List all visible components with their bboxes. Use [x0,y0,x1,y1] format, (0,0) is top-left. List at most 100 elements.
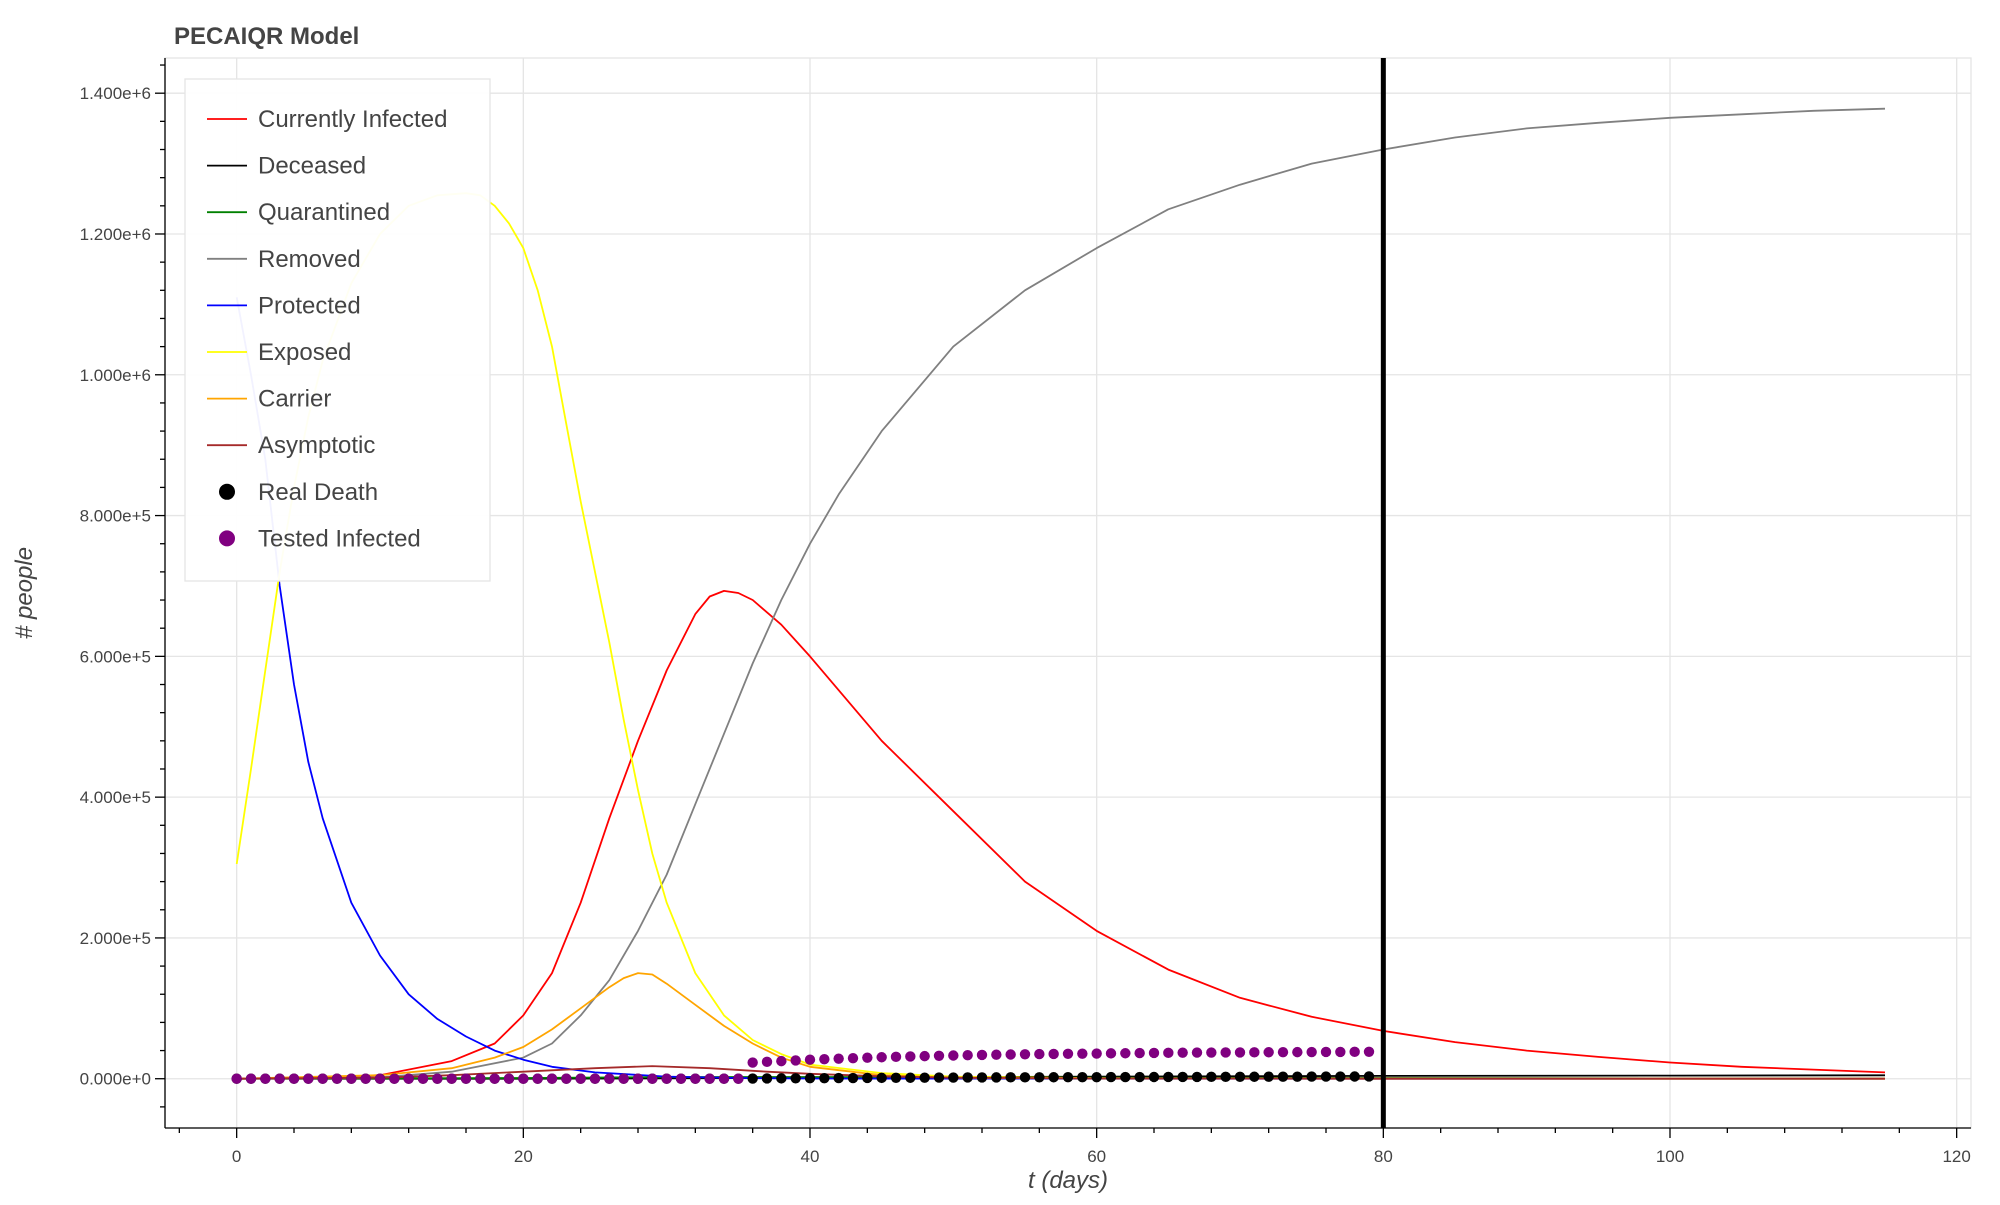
point-real-death [948,1072,959,1083]
point-tested-infected [1019,1049,1031,1060]
point-real-death [1249,1071,1260,1082]
point-tested-infected [661,1073,672,1084]
point-tested-infected [532,1073,543,1084]
point-tested-infected [489,1073,500,1084]
point-tested-infected [374,1073,386,1084]
point-tested-infected [1234,1047,1246,1058]
point-tested-infected [1105,1048,1117,1059]
series-line-carrier [236,972,1885,1080]
point-real-death [1349,1071,1360,1082]
point-tested-infected [905,1051,916,1062]
point-tested-infected [1320,1046,1332,1058]
y-tick-label: 2.000e+5 [80,929,151,948]
point-tested-infected [632,1073,644,1084]
point-real-death [976,1072,988,1083]
point-tested-infected [1177,1047,1188,1058]
point-real-death [1363,1071,1375,1082]
point-real-death [1177,1071,1188,1083]
point-tested-infected [690,1073,701,1084]
point-tested-infected [1349,1046,1360,1058]
legend-item-protected: Protected [207,292,361,319]
point-tested-infected [919,1050,930,1062]
point-real-death [1077,1071,1088,1083]
point-tested-infected [933,1050,945,1061]
series-line-removed [236,107,1886,1080]
point-tested-infected [1206,1047,1217,1058]
point-tested-infected [804,1054,816,1065]
point-real-death [919,1072,930,1083]
point-tested-infected [962,1050,973,1061]
point-tested-infected [976,1049,988,1061]
point-real-death [1220,1071,1231,1083]
point-real-death [1191,1071,1203,1083]
point-tested-infected [1191,1047,1203,1058]
point-tested-infected [274,1073,285,1084]
point-real-death [833,1072,844,1084]
point-real-death [1292,1071,1303,1082]
point-tested-infected [432,1073,443,1084]
point-tested-infected [503,1073,515,1084]
point-tested-infected [303,1073,314,1084]
point-real-death [933,1072,945,1083]
point-tested-infected [876,1052,887,1063]
legend-label: Deceased [258,153,366,180]
point-real-death [1062,1072,1074,1083]
point-real-death [1019,1072,1031,1083]
point-tested-infected [1148,1047,1160,1059]
point-tested-infected [1277,1046,1289,1058]
point-tested-infected [360,1073,371,1084]
point-tested-infected [761,1056,773,1068]
x-tick-label: 80 [1374,1147,1393,1166]
legend-item-tested-infected: Tested Infected [219,525,421,552]
x-tick-label: 20 [514,1147,533,1166]
point-tested-infected [747,1057,758,1068]
point-tested-infected [1120,1048,1131,1059]
point-real-death [1105,1071,1117,1083]
point-tested-infected [991,1049,1002,1060]
legend-swatch [219,530,235,547]
point-tested-infected [1249,1047,1260,1058]
point-real-death [962,1072,973,1083]
point-tested-infected [1306,1046,1317,1058]
legend-label: Protected [258,292,361,319]
legend-item-currently-infected: Currently Infected [207,106,447,133]
chart-title: PECAIQR Model [174,23,359,50]
point-tested-infected [833,1053,844,1064]
legend-swatch [219,483,235,500]
point-real-death [876,1072,887,1084]
x-axis-label: t (days) [1028,1167,1108,1194]
point-real-death [1320,1071,1332,1082]
series-line-currently-infected [236,590,1886,1080]
point-real-death [862,1072,873,1084]
point-real-death [1005,1072,1016,1083]
point-real-death [747,1073,758,1084]
point-tested-infected [1292,1046,1303,1058]
point-real-death [1206,1071,1217,1083]
point-real-death [1048,1072,1059,1083]
series-layer [231,107,1886,1084]
legend-label: Carrier [258,386,331,413]
point-real-death [1148,1071,1160,1083]
point-tested-infected [575,1073,586,1084]
legend-item-exposed: Exposed [207,339,351,366]
y-tick-label: 1.200e+6 [80,225,151,244]
point-tested-infected [862,1052,873,1063]
point-tested-infected [1220,1047,1231,1058]
point-tested-infected [231,1073,242,1084]
legend-item-carrier: Carrier [207,386,331,413]
point-tested-infected [819,1053,830,1065]
point-real-death [1335,1071,1346,1082]
point-tested-infected [1005,1049,1016,1060]
point-tested-infected [618,1073,629,1084]
x-tick-label: 40 [801,1147,820,1166]
legend-label: Asymptotic [258,432,375,459]
legend-label: Exposed [258,339,351,366]
point-tested-infected [346,1073,357,1084]
point-real-death [1091,1071,1102,1083]
point-tested-infected [890,1051,902,1063]
point-tested-infected [331,1073,343,1084]
point-tested-infected [446,1073,457,1084]
point-tested-infected [518,1073,529,1084]
